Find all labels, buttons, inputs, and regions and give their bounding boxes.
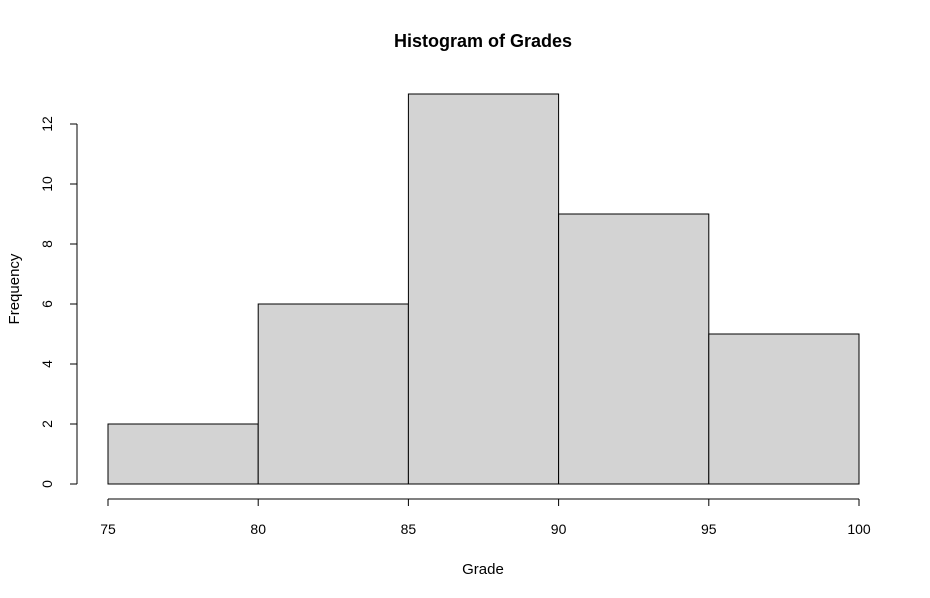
bars-group — [107, 93, 860, 485]
x-tick-label: 90 — [551, 521, 567, 537]
x-tick-label: 95 — [701, 521, 717, 537]
x-axis-label: Grade — [462, 561, 504, 578]
histogram-bar-95-100 — [708, 333, 860, 485]
x-tick-label: 100 — [847, 521, 871, 537]
y-tick-label: 0 — [39, 480, 55, 488]
histogram-bar-85-90 — [407, 93, 560, 485]
histogram-bar-80-85 — [257, 303, 409, 485]
y-tick-label: 10 — [39, 176, 55, 192]
x-tick-label: 75 — [100, 521, 116, 537]
histogram-bar-90-95 — [558, 213, 710, 485]
x-tick-label: 85 — [401, 521, 417, 537]
y-axis-label: Frequency — [6, 253, 23, 324]
y-tick-label: 4 — [39, 360, 55, 368]
y-axis: 0 2 4 6 8 10 12 — [39, 116, 78, 488]
histogram-bar-75-80 — [107, 423, 259, 485]
y-tick-label: 8 — [39, 240, 55, 248]
y-tick-label: 6 — [39, 300, 55, 308]
chart-title: Histogram of Grades — [394, 31, 572, 51]
x-axis: 75 80 85 90 95 100 — [100, 498, 871, 537]
y-tick-label: 12 — [39, 116, 55, 132]
x-tick-label: 80 — [250, 521, 266, 537]
y-tick-label: 2 — [39, 420, 55, 428]
